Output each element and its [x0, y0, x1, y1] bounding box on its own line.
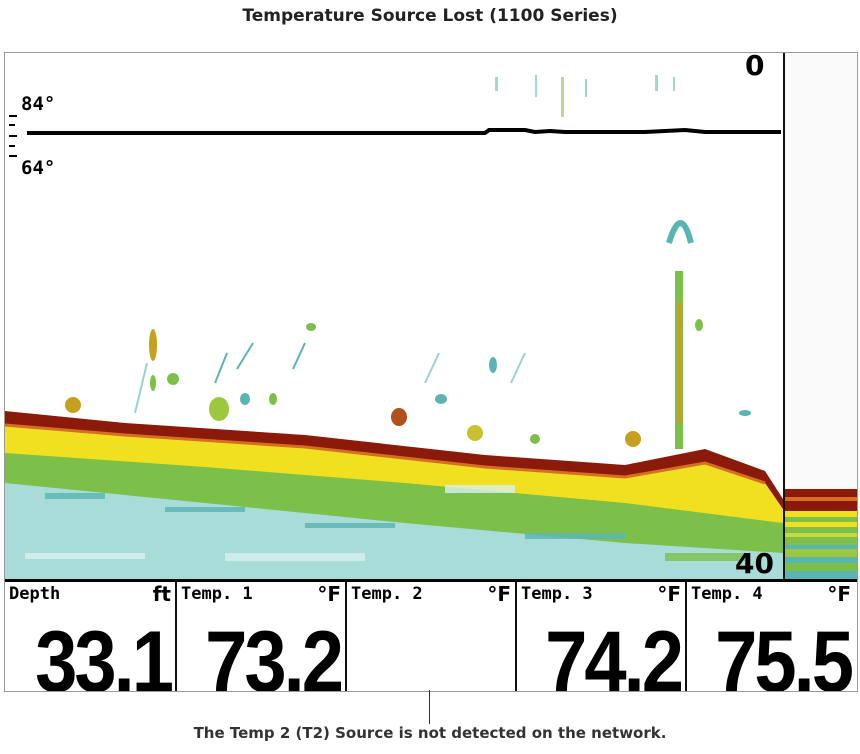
readout-label: Depth [9, 584, 61, 604]
sonar-view[interactable] [5, 53, 783, 579]
readout-temp-2[interactable]: Temp. 2 °F [347, 582, 517, 691]
readout-unit: °F [317, 582, 341, 606]
temperature-graph-high-label: 84° [21, 93, 56, 115]
readout-temp-4[interactable]: Temp. 4 °F 75.5 [687, 582, 855, 692]
readout-unit: °F [657, 582, 681, 606]
readout-unit: °F [827, 582, 851, 606]
realtime-sonar-bar [783, 53, 857, 579]
readout-value: 74.2 [545, 613, 684, 692]
temperature-scale-ticks [9, 115, 21, 163]
readout-unit: °F [487, 582, 511, 606]
readout-value: 75.5 [715, 613, 854, 692]
readout-temp-1[interactable]: Temp. 1 °F 73.2 [177, 582, 347, 692]
readout-value: 73.2 [205, 613, 344, 692]
readout-depth[interactable]: Depth ft 33.1 [5, 582, 177, 692]
sonar-noise [25, 485, 745, 561]
page-title: Temperature Source Lost (1100 Series) [242, 6, 618, 26]
fish-targets [65, 220, 751, 449]
depth-scale-bottom: 40 [735, 547, 774, 580]
bottom-clutter-yellow [5, 423, 783, 523]
temperature-graph-line [27, 127, 781, 135]
surface-clutter [495, 75, 675, 117]
readout-label: Temp. 3 [521, 584, 593, 604]
readout-label: Temp. 1 [181, 584, 253, 604]
readout-label: Temp. 4 [691, 584, 763, 604]
bottom-line-red [5, 411, 783, 509]
callout-caption: The Temp 2 (T2) Source is not detected o… [193, 724, 667, 742]
fishfinder-screen: 84° 64° 0 40 Depth ft 33.1 Temp. 1 [4, 52, 858, 692]
temperature-graph-low-label: 64° [21, 157, 56, 179]
depth-scale-top: 0 [745, 52, 765, 82]
readout-temp-3[interactable]: Temp. 3 °F 74.2 [517, 582, 687, 692]
readout-value: 33.1 [35, 613, 174, 692]
readout-unit: ft [152, 582, 171, 606]
digital-readouts-bar: Depth ft 33.1 Temp. 1 °F 73.2 Temp. 2 °F… [5, 579, 857, 692]
readout-label: Temp. 2 [351, 584, 423, 604]
callout-leader-line [429, 690, 430, 724]
